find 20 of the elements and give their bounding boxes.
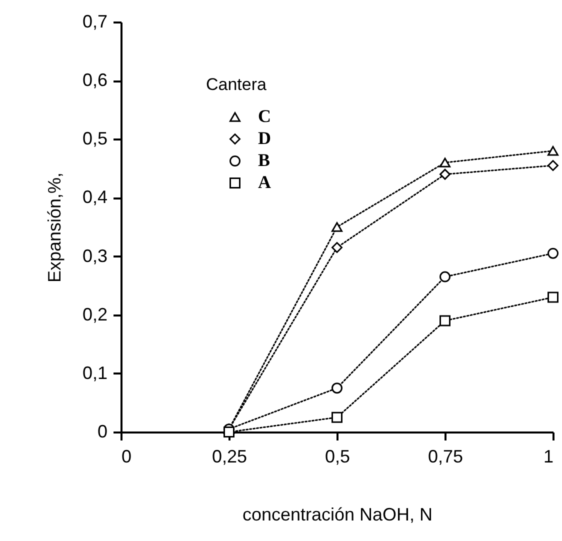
- y-axis-title: Expansión,%,: [44, 172, 64, 283]
- x-tick-label: 0,25: [212, 446, 248, 466]
- x-axis-title: concentración NaOH, N: [242, 504, 433, 524]
- y-tick-label: 0,2: [82, 304, 108, 324]
- y-tick-label: 0,4: [82, 187, 108, 208]
- legend-title: Cantera: [206, 75, 268, 94]
- x-tick-label: 0,75: [428, 446, 464, 466]
- y-tick-label: 0,7: [82, 12, 108, 32]
- x-tick-label: 1: [543, 446, 554, 466]
- x-tick-label: 0: [122, 446, 132, 466]
- legend-label: B: [258, 150, 270, 170]
- legend-label: A: [258, 172, 271, 192]
- y-tick-label: 0,6: [82, 70, 108, 90]
- y-tick-label: 0,3: [82, 246, 108, 266]
- y-tick-label: 0: [97, 422, 108, 442]
- x-tick-label: 0,5: [324, 446, 350, 466]
- y-tick-label: 0,1: [82, 362, 108, 383]
- legend-label: C: [258, 106, 271, 126]
- legend-label: D: [258, 128, 271, 148]
- y-tick-label: 0,5: [82, 128, 108, 149]
